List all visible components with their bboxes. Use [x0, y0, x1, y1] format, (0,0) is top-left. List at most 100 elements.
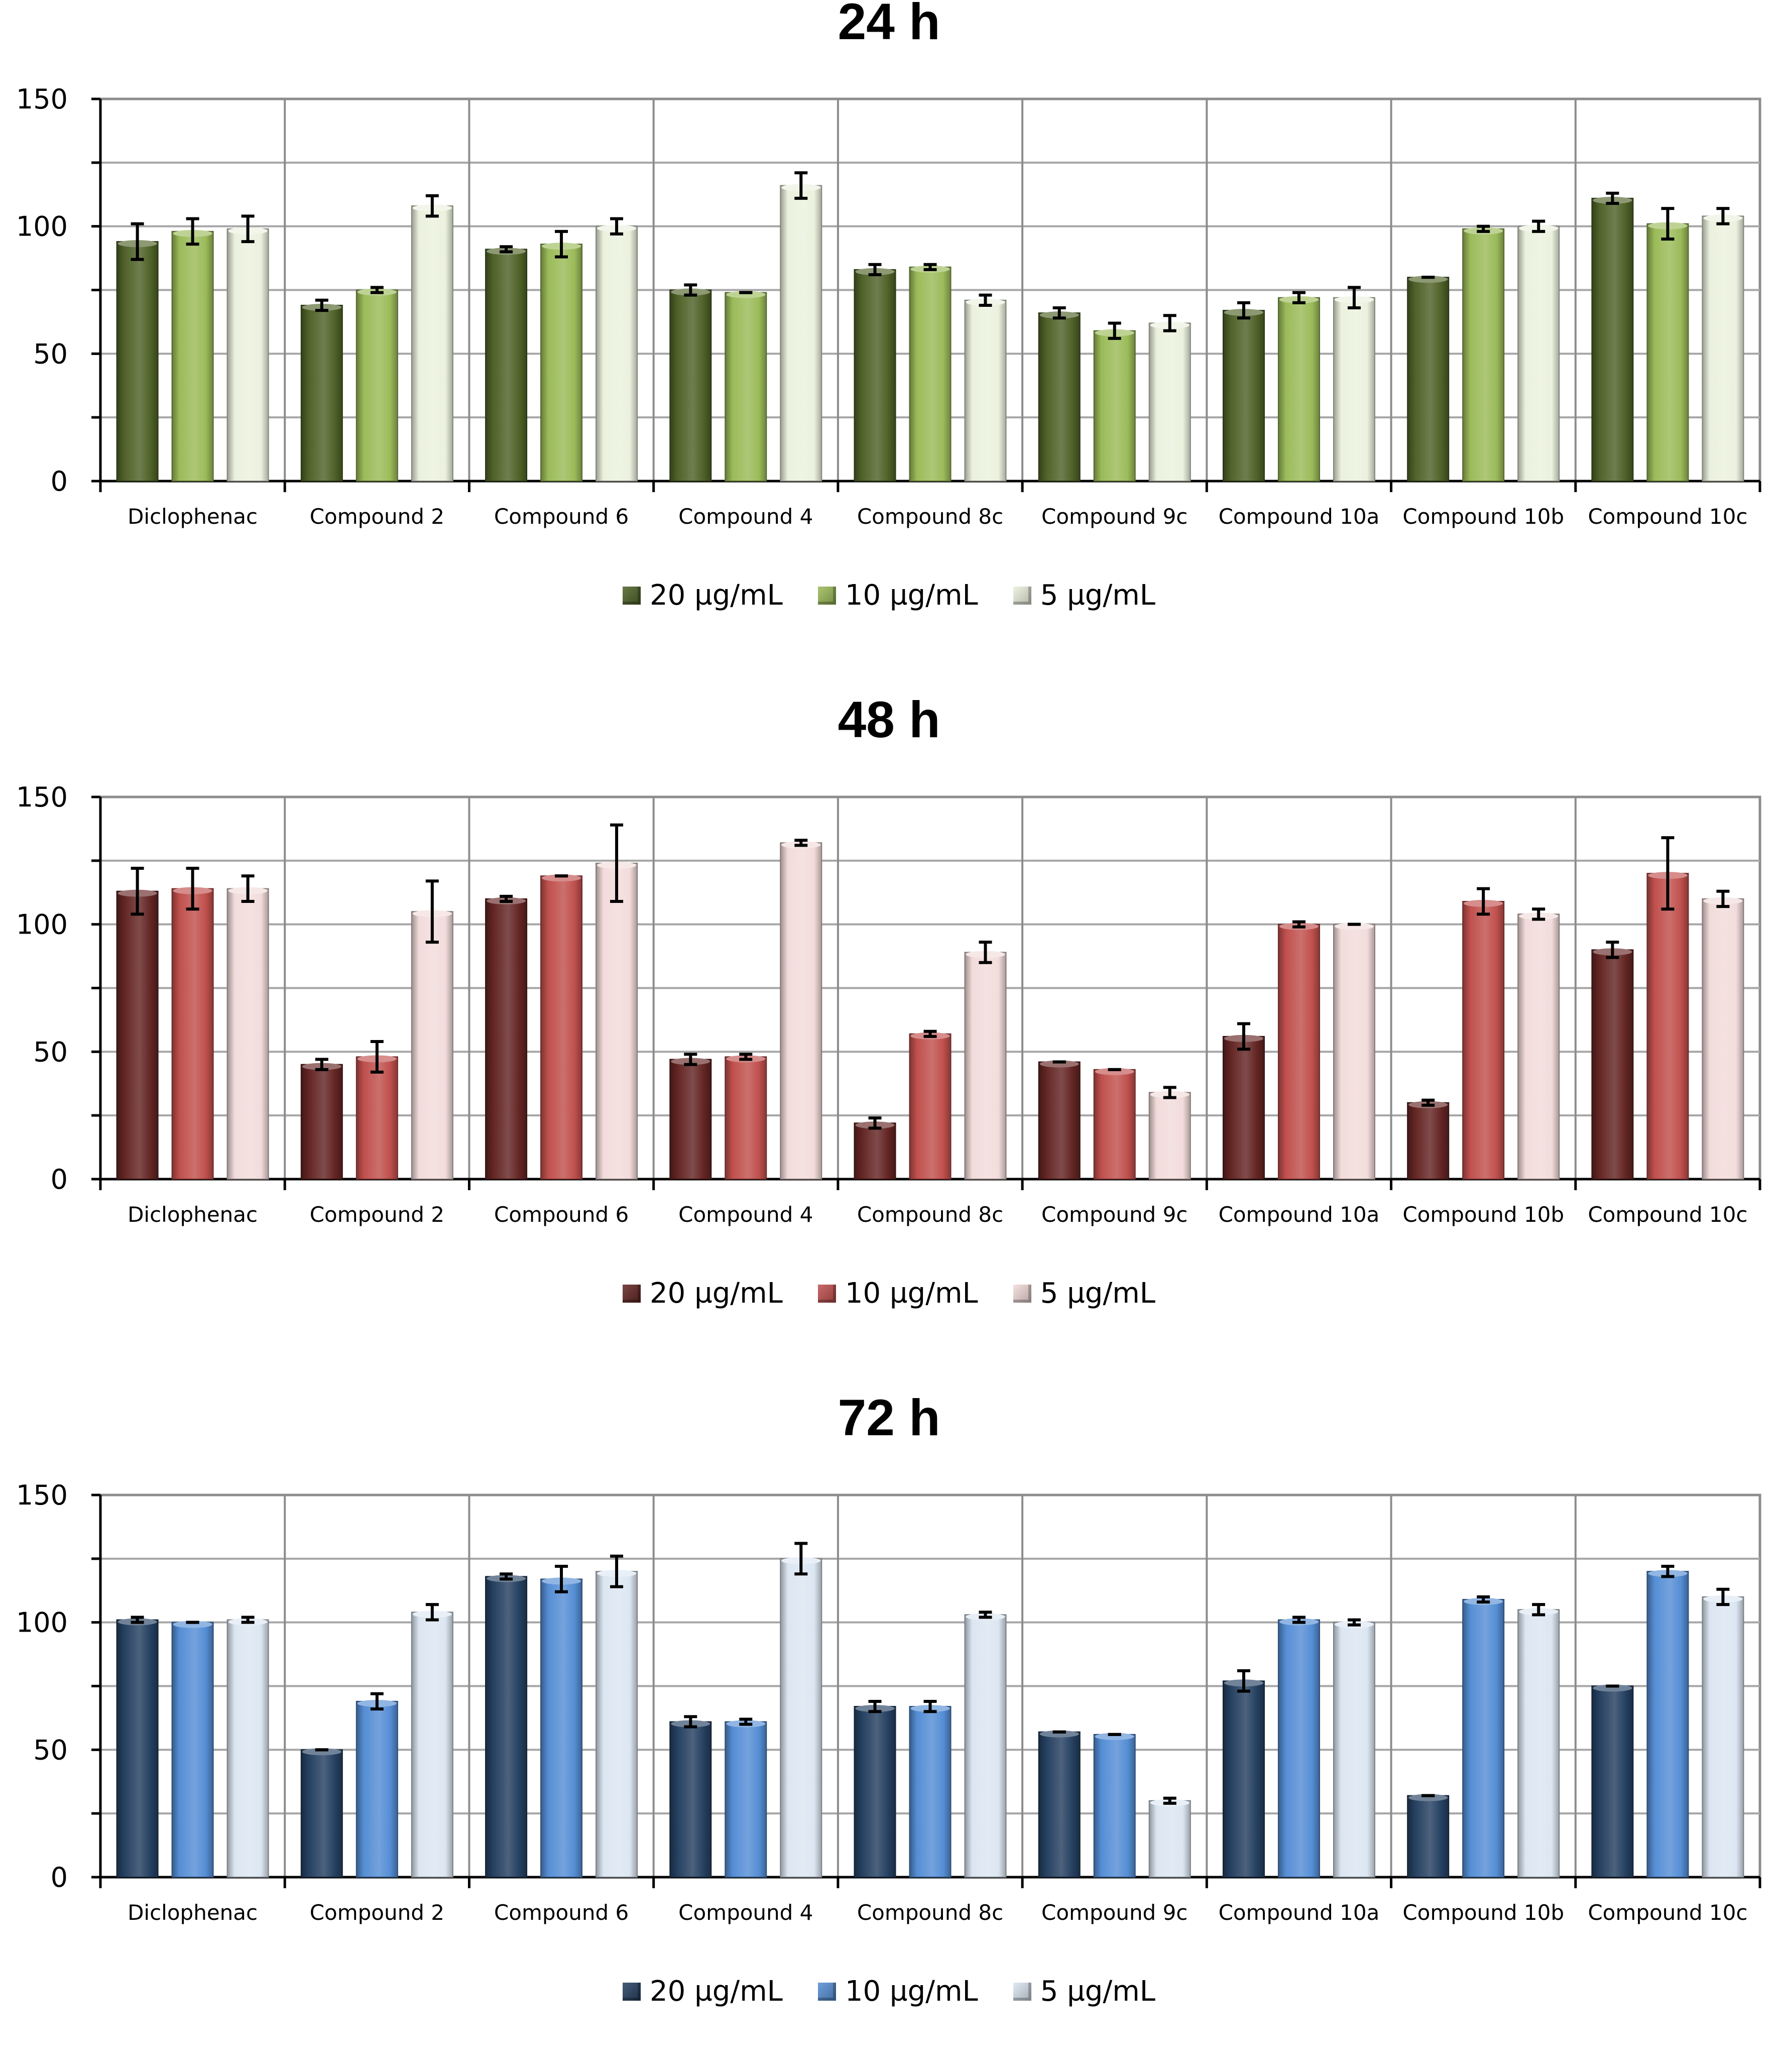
- bar: [964, 952, 1007, 1180]
- y-tick-label: 150: [16, 781, 68, 813]
- error-bar: [979, 941, 992, 964]
- x-tick-label: Diclophenac: [128, 1900, 258, 1925]
- bar: [1462, 901, 1505, 1180]
- error-bar: [1661, 207, 1675, 241]
- bar-chart: 0 50 100 150 Diclophenac Compound 2 Compound 6…: [16, 83, 1761, 529]
- error-bar: [1477, 887, 1490, 916]
- bar: [1333, 297, 1375, 482]
- x-tick-label: Compound 6: [494, 1900, 629, 1925]
- legend-swatch: [1013, 1284, 1031, 1303]
- legend-item: 10 µg/mL: [817, 1277, 978, 1310]
- y-tick-label: 0: [51, 1164, 68, 1195]
- error-bar: [1716, 207, 1730, 225]
- error-bar: [1532, 219, 1546, 233]
- error-bar: [1292, 920, 1306, 929]
- bar: [909, 266, 952, 482]
- x-tick-label: Compound 6: [494, 504, 629, 529]
- bar: [485, 249, 528, 482]
- bar: [1277, 297, 1320, 482]
- bar: [909, 1706, 952, 1878]
- error-bar: [370, 286, 384, 294]
- legend-swatch: [623, 1284, 641, 1303]
- legend-item: 10 µg/mL: [817, 579, 978, 612]
- error-bar: [241, 214, 255, 244]
- legend-item: 5 µg/mL: [1013, 579, 1155, 612]
- bar: [1702, 215, 1744, 482]
- error-bar: [131, 1616, 144, 1624]
- error-bar: [131, 867, 144, 916]
- bar: [1333, 1622, 1375, 1878]
- bar: [909, 1033, 952, 1180]
- bar: [669, 1721, 712, 1878]
- legend-swatch: [623, 1982, 641, 2001]
- y-tick-label: 50: [33, 1036, 68, 1068]
- bar: [1333, 924, 1375, 1180]
- error-bar: [1532, 907, 1546, 921]
- bar: [355, 1700, 398, 1878]
- x-tick-label: Compound 2: [310, 1202, 444, 1227]
- bar: [964, 299, 1007, 482]
- bar: [116, 241, 159, 482]
- error-bar: [1292, 291, 1306, 304]
- error-bar: [186, 867, 199, 911]
- x-tick-label: Compound 8c: [857, 1900, 1003, 1925]
- x-tick-label: Compound 10a: [1219, 1900, 1380, 1925]
- bar: [485, 1576, 528, 1878]
- y-tick-label: 100: [16, 211, 68, 243]
- error-bar: [425, 1603, 439, 1622]
- error-bar: [1163, 314, 1176, 332]
- bar: [1222, 1680, 1265, 1878]
- x-tick-label: Compound 9c: [1041, 1900, 1188, 1925]
- error-bar: [241, 874, 255, 903]
- x-tick-label: Compound 10b: [1402, 1202, 1564, 1227]
- bar: [780, 842, 822, 1180]
- error-bar: [1421, 1098, 1435, 1107]
- error-bar: [1532, 1603, 1546, 1617]
- legend-swatch: [1013, 586, 1031, 605]
- bar: [854, 269, 896, 482]
- bar: [171, 231, 214, 482]
- legend-label: 10 µg/mL: [845, 1277, 978, 1310]
- bar: [1591, 949, 1634, 1180]
- bar-highlight: [1334, 923, 1374, 930]
- chart-panel: 72 h 0 50 100 150 Diclophenac Compound 2 Compou…: [0, 1392, 1778, 2072]
- y-tick-label: 0: [51, 466, 68, 497]
- y-tick-label: 100: [16, 1607, 68, 1639]
- bar-highlight: [1095, 1068, 1134, 1075]
- legend-label: 20 µg/mL: [650, 1277, 783, 1310]
- bar: [1462, 228, 1505, 482]
- bar: [1148, 1092, 1191, 1180]
- error-bar: [979, 293, 992, 307]
- bar: [171, 888, 214, 1180]
- bar: [226, 228, 269, 482]
- x-tick-label: Compound 10b: [1402, 1900, 1564, 1925]
- legend-label: 20 µg/mL: [650, 579, 783, 612]
- bar: [596, 862, 638, 1180]
- x-tick-label: Compound 10b: [1402, 504, 1564, 529]
- bar: [171, 1622, 214, 1878]
- x-tick-label: Compound 10c: [1588, 504, 1747, 529]
- bar: [1038, 312, 1081, 482]
- legend-swatch: [623, 586, 641, 605]
- bar: [854, 1706, 896, 1878]
- bar: [1646, 223, 1689, 482]
- y-tick-label: 100: [16, 909, 68, 941]
- bar: [540, 875, 583, 1180]
- bar: [116, 890, 159, 1180]
- error-bar: [315, 298, 328, 312]
- chart-panel: 48 h 0 50 100 150 Diclophenac Compound 2 Compou…: [0, 694, 1778, 1374]
- chart-title: 24 h: [838, 0, 940, 50]
- bar: [780, 185, 822, 482]
- bar: [725, 292, 767, 482]
- x-tick-label: Compound 4: [678, 1202, 813, 1227]
- legend: 20 µg/mL 10 µg/mL 5 µg/mL: [0, 579, 1778, 612]
- legend-item: 20 µg/mL: [623, 1277, 783, 1310]
- legend-label: 5 µg/mL: [1040, 1277, 1155, 1310]
- chart-title: 72 h: [838, 1389, 940, 1446]
- legend-label: 5 µg/mL: [1040, 1975, 1155, 2008]
- error-bar: [1477, 224, 1490, 233]
- bar: [1407, 1795, 1450, 1878]
- bar: [780, 1558, 822, 1878]
- error-bar: [1292, 1616, 1306, 1624]
- bar: [540, 244, 583, 482]
